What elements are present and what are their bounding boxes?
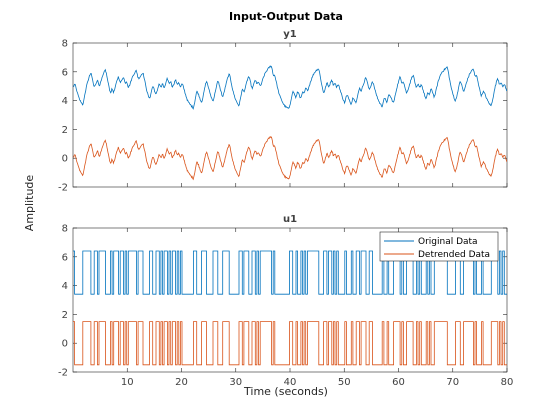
y-tick-label: 4 bbox=[62, 96, 68, 107]
y-tick-label: 6 bbox=[62, 67, 68, 78]
x-tick-label: 70 bbox=[446, 377, 459, 388]
y-tick-label: -2 bbox=[58, 183, 68, 194]
legend-label-detrended: Detrended Data bbox=[418, 250, 490, 260]
y-tick-label: 2 bbox=[62, 310, 68, 321]
y1-series-detrended bbox=[72, 135, 508, 181]
y-tick-label: 2 bbox=[62, 125, 68, 136]
legend-box bbox=[379, 231, 499, 262]
y-tick-label: 6 bbox=[62, 252, 68, 263]
x-tick-label: 80 bbox=[501, 377, 514, 388]
y1-subplot-title: y1 bbox=[283, 29, 297, 40]
x-tick-label: 10 bbox=[121, 377, 134, 388]
y-tick-label: -2 bbox=[58, 368, 68, 379]
x-tick-label: 40 bbox=[284, 377, 297, 388]
u1-series-original bbox=[73, 250, 507, 295]
y-tick-label: 4 bbox=[62, 281, 68, 292]
legend[interactable]: Original Data Detrended Data bbox=[379, 231, 499, 262]
legend-label-original: Original Data bbox=[418, 237, 478, 247]
x-tick-label: 20 bbox=[175, 377, 188, 388]
u1-series-detrended bbox=[73, 321, 507, 366]
u1-subplot-title: u1 bbox=[283, 214, 297, 225]
y1-series-original bbox=[73, 65, 508, 110]
y-tick-label: 8 bbox=[62, 224, 68, 235]
y-tick-label: 0 bbox=[62, 154, 68, 165]
figure-title: Input-Output Data bbox=[229, 10, 343, 23]
y-axis-label: Amplitude bbox=[23, 175, 36, 232]
x-axis-label: Time (seconds) bbox=[243, 385, 328, 398]
x-tick-label: 60 bbox=[392, 377, 405, 388]
y-tick-label: 8 bbox=[62, 39, 68, 50]
y1-axes-box bbox=[72, 42, 508, 188]
y-tick-label: 0 bbox=[62, 339, 68, 350]
y1-axes: y1 -2 0 2 4 6 8 bbox=[58, 29, 508, 194]
x-tick-label: 30 bbox=[229, 377, 242, 388]
x-tick-label: 50 bbox=[338, 377, 351, 388]
